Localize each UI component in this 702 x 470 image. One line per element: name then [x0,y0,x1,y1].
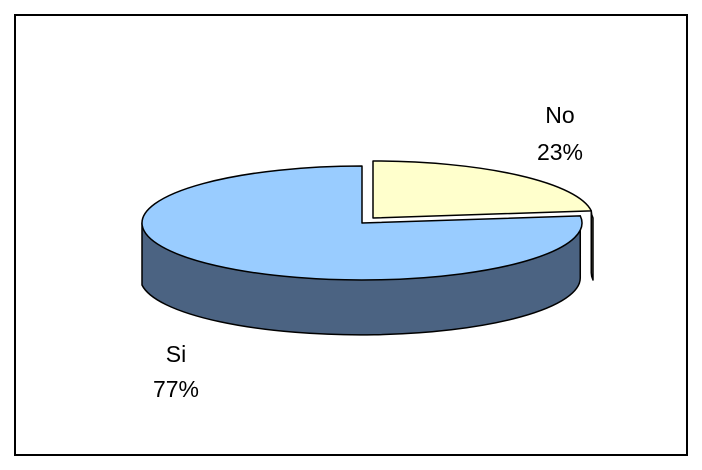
slice-si-top [141,165,583,281]
slice-label-si-name: Si [166,341,186,367]
slice-label-no-name: No [545,102,574,128]
slice-no-side [590,210,594,281]
slice-label-si-percent: 77% [153,376,199,402]
slice-no-top [372,160,593,219]
slices-layer [141,160,594,336]
slice-label-no-percent: 23% [537,139,583,165]
